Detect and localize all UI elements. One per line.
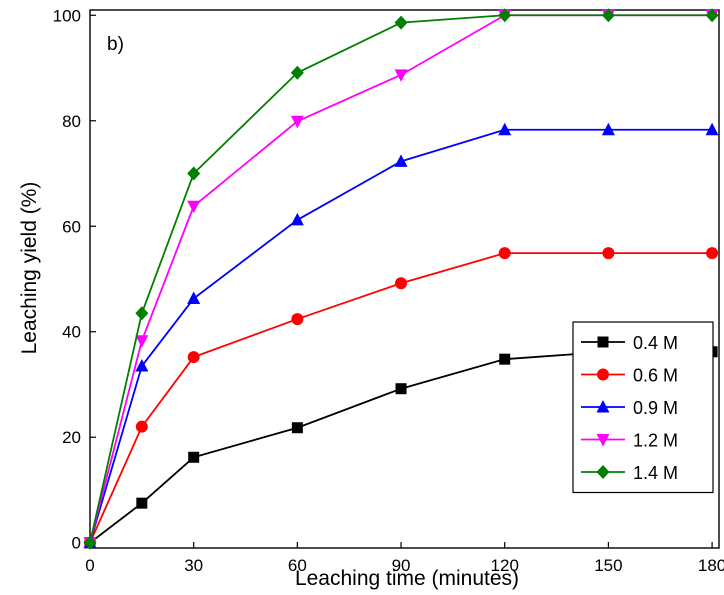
data-point (291, 313, 304, 326)
series-line-0-6-m (89, 252, 713, 544)
y-axis-title: Leaching yield (%) (18, 182, 41, 355)
data-point (187, 291, 201, 305)
panel-label: b) (107, 34, 124, 55)
data-point (187, 166, 201, 181)
data-point (705, 122, 719, 136)
x-tick-label: 90 (392, 556, 411, 575)
legend-marker (596, 465, 610, 479)
legend-label: 0.6 M (633, 366, 678, 386)
legend-label: 0.4 M (633, 333, 678, 353)
x-tick-label: 120 (491, 556, 519, 575)
y-tick-label: 100 (53, 6, 81, 25)
data-point (498, 122, 512, 136)
data-point (187, 200, 201, 214)
data-point (135, 420, 148, 433)
data-point (135, 359, 149, 372)
data-point (135, 335, 149, 348)
legend-label: 1.4 M (633, 463, 678, 483)
legend-label: 1.2 M (633, 431, 678, 451)
data-point (499, 353, 511, 365)
plot-frame (89, 9, 720, 549)
axes: 0 30 60 90 120 150 180 0 20 40 60 80 100 (53, 6, 724, 575)
legend-label: 0.9 M (633, 398, 678, 418)
y-tick-label: 80 (62, 112, 81, 131)
x-axis-title: Leaching time (minutes) (295, 567, 519, 590)
data-point (601, 8, 615, 23)
legend-marker (597, 368, 609, 381)
data-point (290, 65, 304, 80)
x-tick-label: 0 (85, 556, 94, 575)
data-point (705, 8, 719, 23)
data-point (135, 306, 149, 321)
data-point (394, 69, 408, 82)
data-point (290, 212, 304, 226)
x-tick-label: 30 (184, 556, 203, 575)
data-point (188, 451, 200, 463)
data-point (498, 8, 512, 23)
series-layer (83, 8, 719, 550)
data-point (395, 277, 408, 290)
y-tick-label: 0 (72, 534, 81, 553)
data-point (602, 247, 615, 260)
data-point (187, 351, 200, 364)
legend: 0.4 M 0.6 M 0.9 M 1.2 M 1.4 M (572, 321, 714, 494)
data-point (290, 115, 304, 129)
data-point (291, 422, 303, 434)
data-point (83, 535, 97, 550)
data-point (601, 122, 615, 136)
series-line-0-9-m (89, 128, 713, 543)
x-tick-label: 180 (698, 556, 724, 575)
y-tick-label: 20 (62, 428, 81, 447)
x-tick-label: 60 (288, 556, 307, 575)
series-1-4-m (83, 8, 719, 550)
legend-marker (596, 400, 610, 413)
data-point (395, 383, 407, 395)
series-line-1-4-m (89, 14, 713, 543)
y-tick-label: 40 (62, 323, 81, 342)
data-point (498, 247, 511, 260)
x-tick-label: 150 (594, 556, 622, 575)
series-0-9-m (83, 122, 719, 549)
data-point (136, 497, 148, 509)
data-point (394, 154, 408, 167)
legend-marker (597, 336, 609, 348)
data-point (706, 247, 719, 260)
legend-marker (596, 434, 610, 447)
y-tick-label: 60 (62, 217, 81, 236)
data-point (394, 15, 408, 30)
